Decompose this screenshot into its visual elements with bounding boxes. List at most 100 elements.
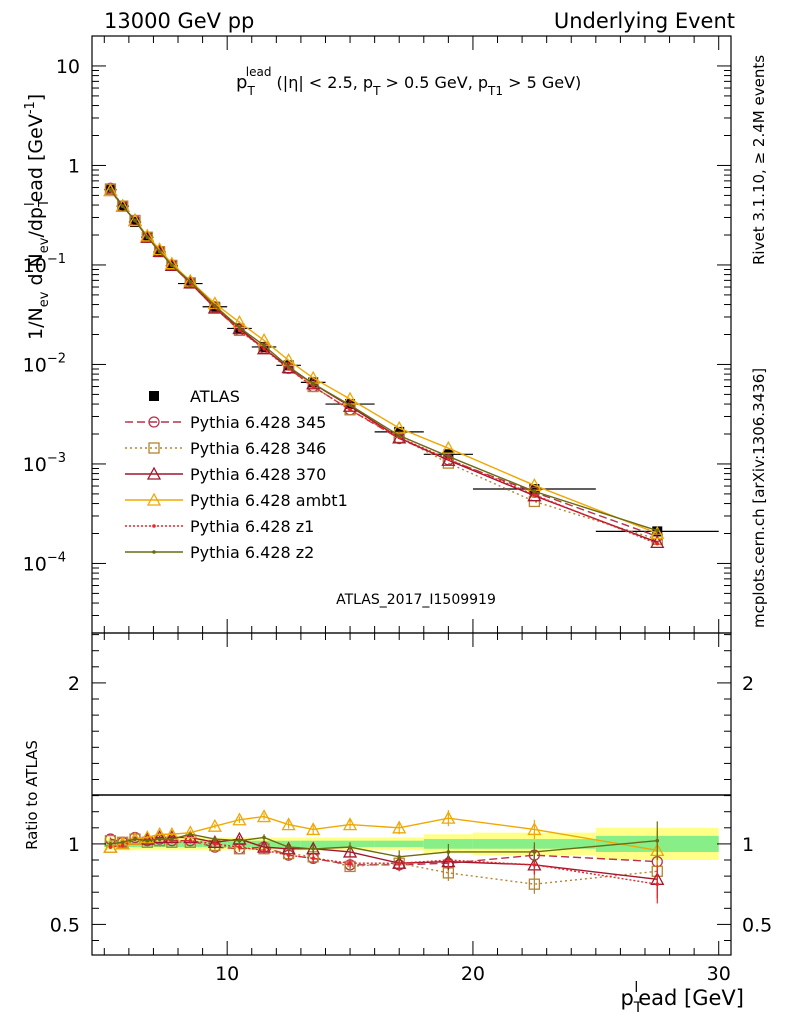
series-point: [115, 198, 130, 212]
ratio-ytick-label-left: 1: [68, 834, 80, 856]
ratio-series-point: [140, 831, 155, 845]
legend-label: ATLAS: [190, 387, 240, 406]
series-point: [103, 183, 118, 197]
main-ytick-label: 10−4: [23, 550, 66, 575]
series-point: [262, 343, 266, 348]
legend-marker: [149, 391, 159, 401]
legend-entry-2: Pythia 6.428 346: [125, 439, 326, 458]
ratio-series-point: [348, 845, 352, 849]
main-panel: 10 1 10−1 10−2 10−3 10−4 pTlead (|η| < 2.5, p…: [23, 35, 732, 634]
ratio-series-point: [108, 842, 113, 846]
main-ytick-label: 1: [68, 155, 80, 177]
legend-marker: [146, 466, 162, 480]
series-point: [152, 242, 167, 256]
series-point: [655, 541, 660, 546]
series-4: [103, 183, 665, 539]
series-point: [532, 489, 537, 494]
ratio-series-point: [306, 822, 321, 836]
main-ylabel: 1/Nev d Nev/dpTlead [GeV-1]: [23, 94, 52, 340]
ratio-series-point: [342, 844, 358, 858]
ratio-series-point: [120, 840, 125, 845]
series-point: [237, 325, 242, 330]
series-point: [348, 408, 352, 412]
series-point: [527, 488, 542, 502]
legend-label: Pythia 6.428 ambt1: [190, 491, 348, 510]
ratio-series-point: [286, 845, 291, 849]
ratio-ytick-label-left: 2: [68, 673, 80, 695]
ratio-series-point: [237, 845, 242, 849]
ratio-series-point: [237, 838, 242, 843]
legend-entry-6: Pythia 6.428 z2: [125, 543, 314, 562]
ratio-xlabel: pTlead [GeV]: [620, 980, 744, 1016]
legend-entry-5: Pythia 6.428 z1: [125, 517, 314, 536]
series-6: [108, 187, 660, 533]
main-title: pTlead (|η| < 2.5, pT > 0.5 GeV, pT1 > 5…: [236, 65, 581, 98]
series-point: [188, 279, 193, 284]
ratio-series-point: [528, 878, 541, 890]
legend-label: Pythia 6.428 345: [190, 413, 326, 432]
analysis-label: ATLAS_2017_I1509919: [336, 592, 496, 608]
ratio-series-point: [348, 861, 352, 866]
series-point: [528, 495, 541, 508]
legend: ATLAS Pythia 6.428 345 Pythia 6.428 346 Pyt…: [125, 387, 348, 562]
legend-marker: [146, 492, 162, 506]
ratio-series-point: [392, 820, 407, 834]
legend-marker: [152, 524, 156, 528]
ratio-series-point: [157, 837, 162, 841]
series-point: [650, 534, 665, 548]
ratio-panel: 0.5 0.5 1 1 2 2 10 20 30 Ratio to ATLAS pTlead […: [23, 632, 772, 1016]
series-point: [286, 364, 291, 369]
ratio-series-point: [527, 822, 542, 836]
ratio-series-point: [311, 846, 315, 851]
legend-entry-3: Pythia 6.428 370: [125, 465, 326, 484]
series-point: [140, 228, 155, 242]
ratio-series-point: [532, 863, 537, 867]
legend-entry-0: ATLAS: [149, 387, 240, 406]
ratio-series-point: [152, 830, 167, 844]
ratio-series-point: [311, 856, 315, 861]
series-point: [311, 384, 315, 389]
main-ytick-label: 10−1: [23, 252, 66, 277]
ratio-series-point: [655, 882, 660, 886]
ratio-series-point: [397, 854, 402, 859]
ratio-ytick-label-right: 0.5: [742, 914, 772, 936]
main-ytick-label: 10−3: [23, 451, 66, 476]
ratio-series-point: [655, 838, 660, 843]
ratio-series-point: [103, 839, 118, 853]
stat-uncertainty-band: [165, 840, 179, 848]
series-point: [311, 381, 315, 386]
ratio-series-point: [108, 845, 113, 849]
series-point: [392, 420, 407, 434]
ratio-xtick-label: 10: [215, 963, 239, 985]
ratio-series-point: [213, 842, 217, 846]
ratio-series-point: [207, 834, 222, 848]
ratio-series-point: [207, 818, 222, 832]
ratio-series-point: [188, 832, 193, 837]
ratio-series-point: [256, 809, 272, 823]
ratio-series-point: [446, 850, 451, 854]
series-point: [262, 347, 266, 351]
series-point: [441, 440, 456, 454]
ratio-series-point: [286, 853, 291, 857]
ratio-series-line: [110, 838, 658, 885]
header-left: 13000 GeV pp: [104, 9, 254, 33]
series-point: [164, 256, 179, 270]
series-point: [120, 204, 125, 208]
series-point: [157, 249, 162, 254]
header-right: Underlying Event: [554, 9, 735, 33]
ratio-series-point: [258, 843, 270, 855]
ratio-series-4: [108, 837, 660, 904]
legend-label: Pythia 6.428 370: [190, 465, 326, 484]
series-point: [650, 525, 665, 539]
series-point: [237, 328, 242, 333]
series-point: [164, 258, 179, 272]
main-ytick-label: 10: [56, 56, 80, 78]
ratio-xtick-label: 30: [707, 963, 731, 985]
series-point: [152, 243, 167, 257]
legend-label: Pythia 6.428 346: [190, 439, 326, 458]
ratio-ytick-label-right: 2: [742, 673, 754, 695]
ratio-series-5: [108, 821, 660, 864]
series-point: [213, 303, 217, 308]
series-point: [170, 263, 174, 268]
series-2: [104, 183, 663, 545]
